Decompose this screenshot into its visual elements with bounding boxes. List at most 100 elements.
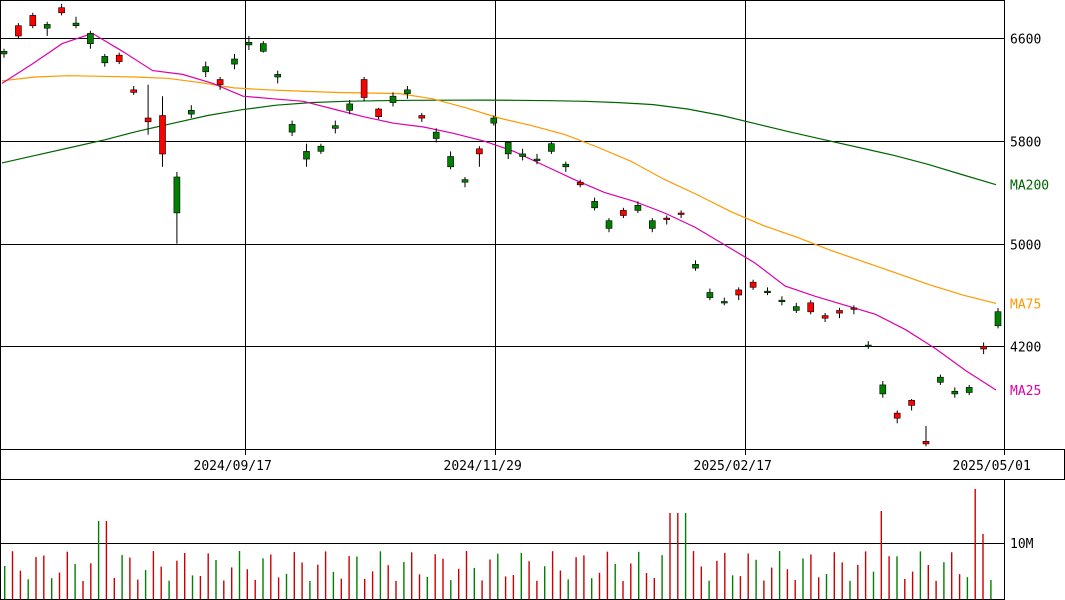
candle-down	[533, 158, 541, 161]
moving-average-lines	[1, 32, 997, 391]
volume-bar	[614, 563, 616, 599]
moving-average-legend: MA200 MA75 MA25	[1010, 179, 1049, 399]
price-axis-ticks: 6600 5800 5000 4200	[1010, 33, 1041, 356]
volume-bar	[51, 578, 53, 599]
candle-up	[749, 281, 757, 288]
candle-up	[922, 440, 930, 445]
candle-down	[317, 145, 325, 152]
volume-bar	[356, 556, 358, 599]
candle-up	[677, 212, 685, 215]
volume-bar	[880, 511, 882, 599]
candle-up	[216, 79, 224, 85]
price-tick-label: 5000	[1010, 239, 1041, 254]
date-axis-ticks: 2024/09/17 2024/11/29 2025/02/17 2025/05/01	[194, 449, 1031, 474]
price-panel: 6600 5800 5000 4200 MA200 MA75 MA25	[0, 0, 1049, 450]
volume-bar	[520, 552, 522, 599]
volume-bar	[324, 551, 327, 599]
volume-panel-frame	[0, 479, 1005, 600]
volume-bar	[896, 556, 898, 599]
volume-bar	[645, 573, 648, 599]
volume-bar	[512, 575, 515, 599]
volume-bar	[990, 580, 992, 599]
volume-bar	[411, 552, 413, 599]
volume-bar	[653, 578, 655, 599]
candle-up	[807, 302, 815, 313]
volume-bar	[888, 556, 890, 599]
candle-down	[706, 292, 714, 298]
candle-down	[231, 58, 238, 65]
ma25-line	[1, 32, 997, 391]
volume-bar	[348, 556, 350, 599]
candle-down	[951, 390, 959, 395]
volume-bar	[606, 551, 609, 599]
volume-bar	[35, 557, 37, 599]
volume-bar	[763, 580, 765, 599]
volume-bar	[215, 560, 217, 599]
volume-bar	[317, 564, 319, 599]
volume-bar	[489, 559, 491, 599]
volume-bar	[160, 566, 162, 599]
volume-bar	[935, 580, 937, 599]
volume-bar	[622, 581, 624, 599]
volume-bar	[4, 566, 6, 599]
candle-up	[980, 346, 987, 350]
volume-bar	[176, 560, 178, 599]
volume-bar	[27, 579, 29, 599]
volume-bar	[497, 553, 499, 599]
candle-up	[836, 310, 843, 314]
volume-bar	[919, 551, 922, 599]
volume-bar	[403, 562, 405, 599]
volume-bar	[786, 569, 789, 599]
candle-up	[15, 25, 22, 37]
volume-bars	[4, 489, 992, 599]
candle-down	[778, 299, 786, 303]
volume-bar	[152, 551, 155, 599]
candle-down	[173, 176, 181, 214]
volume-bar	[911, 571, 914, 599]
volume-bar	[74, 563, 76, 599]
volume-bar	[677, 513, 679, 599]
date-tick-label: 2024/11/29	[444, 459, 522, 474]
volume-bar	[418, 574, 421, 599]
volume-bar	[442, 558, 444, 599]
price-tick-label: 5800	[1010, 136, 1041, 151]
ma25-label: MA25	[1010, 384, 1041, 399]
volume-bar	[927, 565, 929, 599]
volume-bar	[958, 574, 961, 599]
volume-bar	[332, 571, 335, 599]
volume-bar	[567, 579, 569, 599]
volume-bar	[692, 551, 695, 599]
volume-bar	[951, 552, 953, 599]
volume-bar	[982, 534, 984, 599]
volume-bar	[387, 565, 389, 599]
volume-bar	[802, 558, 804, 599]
candle-down	[591, 201, 598, 209]
candle-up	[620, 210, 627, 216]
date-tick-label: 2025/05/01	[953, 459, 1031, 474]
candlesticks	[0, 3, 1002, 447]
volume-bar	[559, 570, 562, 599]
candle-down	[389, 95, 397, 103]
volume-bar	[818, 577, 820, 599]
candle-down	[965, 387, 973, 393]
volume-bar	[246, 569, 248, 599]
volume-bar	[121, 555, 123, 599]
candle-up	[663, 217, 671, 220]
volume-bar	[395, 580, 397, 599]
date-axis-band	[0, 449, 1065, 480]
volume-bar	[966, 577, 969, 599]
candle-down	[346, 103, 354, 111]
volume-bar	[426, 577, 428, 599]
volume-bar	[684, 513, 687, 599]
candle-down	[562, 163, 570, 168]
volume-bar	[724, 552, 726, 599]
volume-bar	[465, 551, 468, 599]
volume-bar	[810, 554, 812, 599]
candle-up	[476, 148, 483, 155]
volume-bar	[19, 570, 22, 599]
volume-bar	[262, 558, 264, 599]
candle-up	[144, 117, 152, 123]
volume-bar	[583, 555, 585, 599]
volume-bar	[285, 573, 288, 599]
volume-bar	[450, 580, 452, 599]
